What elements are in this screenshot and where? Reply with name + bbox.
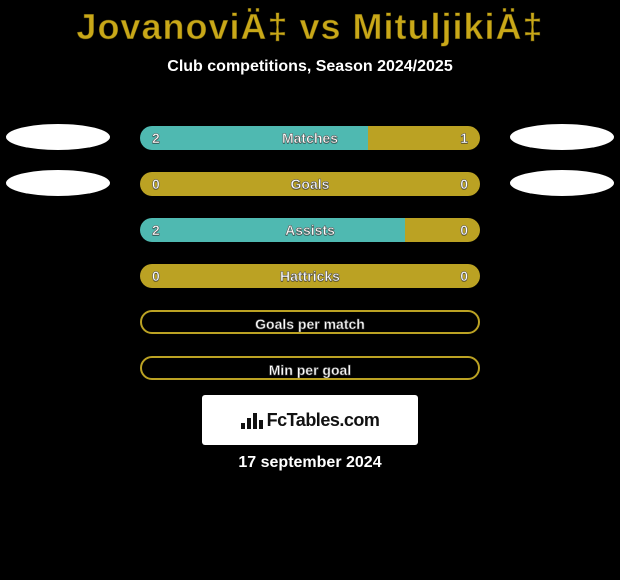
stat-label: Min per goal bbox=[142, 358, 478, 380]
page-subtitle: Club competitions, Season 2024/2025 bbox=[0, 58, 620, 76]
footer-logo: FcTables.com bbox=[241, 410, 380, 431]
footer-brand-box[interactable]: FcTables.com bbox=[202, 395, 418, 445]
stat-row: Goals00 bbox=[0, 164, 620, 210]
stat-row: Hattricks00 bbox=[0, 256, 620, 302]
stat-bar-left-fill bbox=[140, 218, 405, 242]
stat-value-left: 0 bbox=[152, 264, 160, 288]
stat-bar: Assists20 bbox=[140, 218, 480, 242]
player-right-marker bbox=[510, 124, 614, 150]
stat-bar-left-fill bbox=[140, 126, 368, 150]
footer-brand-text: FcTables.com bbox=[267, 410, 380, 431]
stat-row: Assists20 bbox=[0, 210, 620, 256]
stat-bar-right-fill bbox=[310, 264, 480, 288]
page-title: JovanoviÄ‡ vs MituljikiÄ‡ bbox=[0, 0, 620, 48]
stat-bar: Hattricks00 bbox=[140, 264, 480, 288]
stat-value-left: 2 bbox=[152, 126, 160, 150]
stat-row: Min per goal bbox=[0, 348, 620, 394]
player-left-marker bbox=[6, 170, 110, 196]
stat-rows: Matches21Goals00Assists20Hattricks00Goal… bbox=[0, 118, 620, 394]
comparison-panel: JovanoviÄ‡ vs MituljikiÄ‡ Club competiti… bbox=[0, 0, 620, 580]
stat-bar: Min per goal bbox=[140, 356, 480, 380]
stat-label: Goals per match bbox=[142, 312, 478, 334]
bars-icon bbox=[241, 411, 263, 429]
stat-bar-left-fill bbox=[140, 264, 310, 288]
stat-value-right: 0 bbox=[460, 264, 468, 288]
stat-bar: Goals00 bbox=[140, 172, 480, 196]
stat-value-right: 1 bbox=[460, 126, 468, 150]
footer-date: 17 september 2024 bbox=[0, 454, 620, 472]
stat-bar-right-fill bbox=[310, 172, 480, 196]
stat-bar-left-fill bbox=[140, 172, 310, 196]
stat-value-right: 0 bbox=[460, 218, 468, 242]
stat-bar: Goals per match bbox=[140, 310, 480, 334]
stat-bar-right-fill bbox=[405, 218, 480, 242]
player-left-marker bbox=[6, 124, 110, 150]
stat-row: Goals per match bbox=[0, 302, 620, 348]
stat-bar: Matches21 bbox=[140, 126, 480, 150]
stat-value-left: 0 bbox=[152, 172, 160, 196]
stat-row: Matches21 bbox=[0, 118, 620, 164]
player-right-marker bbox=[510, 170, 614, 196]
stat-value-right: 0 bbox=[460, 172, 468, 196]
stat-value-left: 2 bbox=[152, 218, 160, 242]
